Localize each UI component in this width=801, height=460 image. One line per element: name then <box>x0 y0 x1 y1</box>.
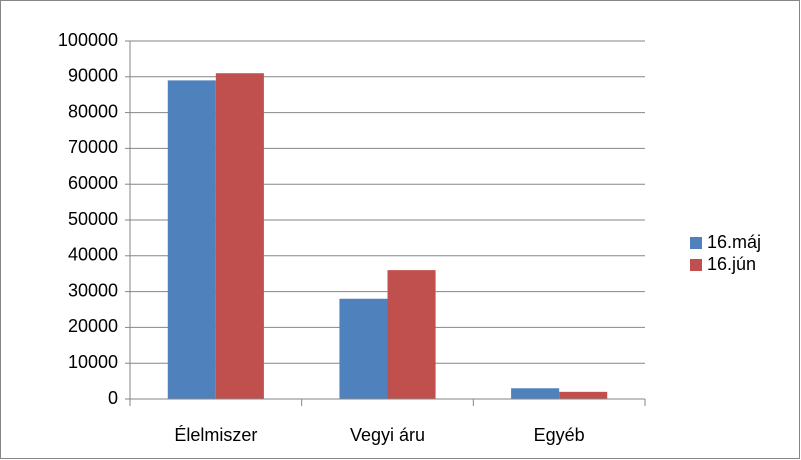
legend-swatch <box>690 259 702 271</box>
y-tick-label: 30000 <box>68 280 118 300</box>
y-tick-label: 100000 <box>58 30 118 50</box>
bar <box>511 388 560 399</box>
bar <box>387 270 436 399</box>
y-tick-label: 60000 <box>68 173 118 193</box>
bar <box>167 80 216 399</box>
y-tick-label: 40000 <box>68 245 118 265</box>
legend-label: 16.jún <box>707 254 756 274</box>
x-tick-label: Vegyi áru <box>350 425 425 445</box>
y-tick-label: 0 <box>108 388 118 408</box>
y-tick-label: 50000 <box>68 209 118 229</box>
y-tick-label: 70000 <box>68 137 118 157</box>
legend-label: 16.máj <box>707 232 761 252</box>
bar <box>559 391 608 399</box>
y-tick-label: 90000 <box>68 66 118 86</box>
bar <box>215 73 264 399</box>
x-tick-label: Élelmiszer <box>174 425 257 445</box>
y-tick-label: 10000 <box>68 352 118 372</box>
y-tick-label: 80000 <box>68 101 118 121</box>
legend-swatch <box>690 237 702 249</box>
y-tick-label: 20000 <box>68 316 118 336</box>
bar <box>339 298 388 399</box>
x-tick-label: Egyéb <box>534 425 585 445</box>
